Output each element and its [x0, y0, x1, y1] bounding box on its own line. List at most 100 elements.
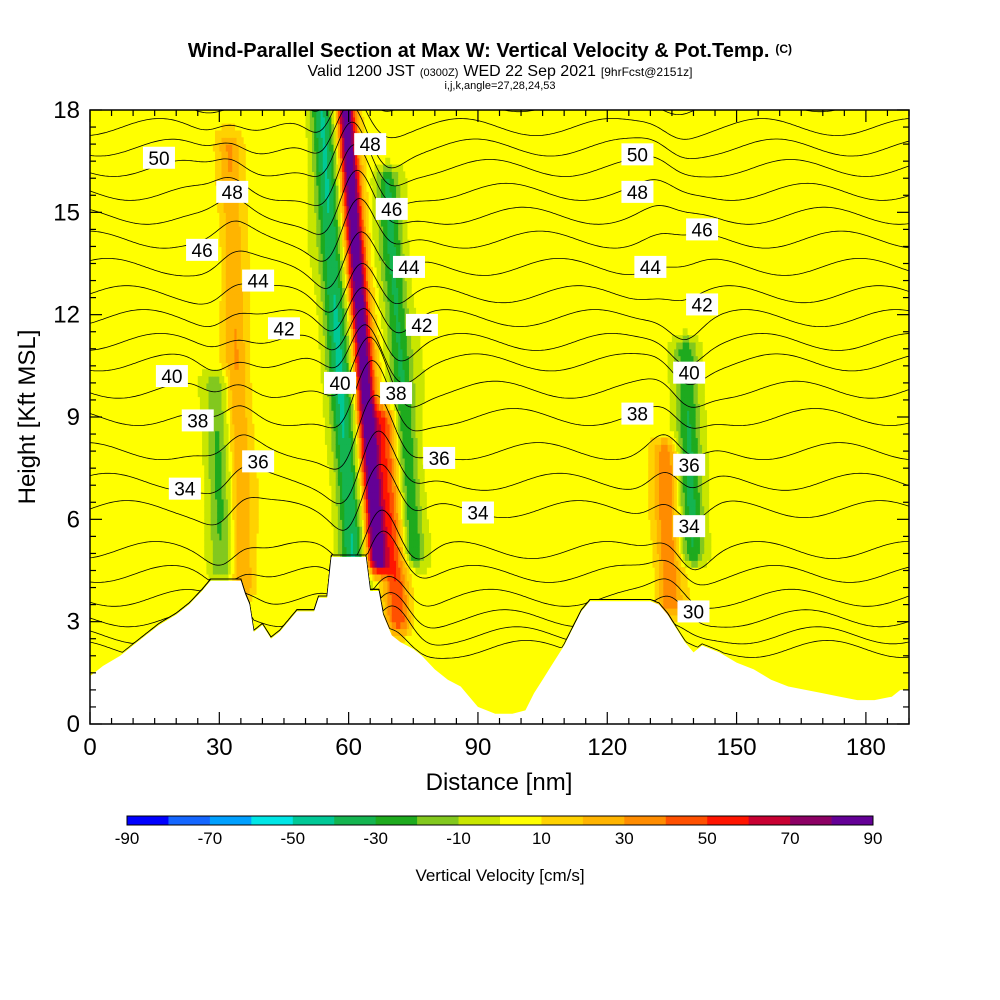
velocity-cell [318, 314, 322, 323]
velocity-cell [671, 341, 675, 350]
velocity-cell [408, 294, 412, 302]
velocity-cell [363, 178, 367, 186]
velocity-cell [650, 464, 654, 473]
velocity-cell [352, 185, 356, 193]
velocity-cell [337, 532, 341, 541]
velocity-cell [380, 567, 384, 575]
velocity-cell [654, 464, 658, 473]
velocity-cell [658, 478, 662, 486]
velocity-cell [361, 362, 365, 370]
velocity-cell [656, 580, 660, 589]
velocity-cell [702, 396, 705, 404]
velocity-cell [335, 164, 339, 172]
velocity-cell [350, 150, 354, 159]
velocity-cell [208, 485, 212, 493]
velocity-cell [221, 485, 225, 493]
velocity-cell [344, 219, 348, 227]
velocity-cell [217, 430, 220, 439]
velocity-cell [393, 567, 397, 575]
velocity-cell [340, 198, 343, 207]
velocity-cell [402, 498, 406, 507]
velocity-cell [674, 546, 677, 555]
velocity-cell [255, 485, 259, 493]
velocity-cell [680, 546, 684, 555]
velocity-cell [333, 246, 337, 254]
velocity-cell [320, 335, 324, 343]
velocity-cell [704, 437, 708, 445]
velocity-cell [376, 335, 380, 343]
velocity-cell [320, 307, 324, 316]
velocity-cell [398, 417, 401, 425]
velocity-cell [344, 451, 348, 459]
velocity-cell [406, 444, 410, 452]
velocity-cell [372, 185, 376, 193]
velocity-cell [398, 362, 401, 370]
velocity-cell [238, 150, 242, 159]
velocity-cell [331, 498, 335, 507]
velocity-cell [335, 232, 339, 241]
velocity-cell [333, 150, 337, 159]
velocity-cell [393, 185, 397, 193]
velocity-cell [359, 532, 363, 541]
velocity-cell [342, 287, 345, 295]
velocity-cell [391, 526, 395, 534]
velocity-cell [404, 628, 408, 636]
velocity-cell [314, 164, 317, 172]
velocity-cell [314, 116, 317, 125]
velocity-cell [697, 444, 701, 452]
velocity-cell [372, 485, 376, 493]
velocity-cell [227, 362, 231, 370]
velocity-cell [687, 546, 690, 555]
velocity-cell [221, 239, 225, 248]
velocity-cell [368, 273, 371, 282]
velocity-cell [333, 301, 337, 309]
velocity-cell [400, 601, 404, 609]
velocity-cell [391, 185, 395, 193]
velocity-cell [234, 498, 238, 507]
velocity-cell [206, 478, 210, 486]
velocity-cell [340, 321, 343, 329]
velocity-cell [368, 498, 371, 507]
velocity-cell [247, 396, 251, 404]
velocity-cell [217, 532, 220, 541]
velocity-cell [387, 410, 391, 418]
velocity-cell [342, 437, 345, 445]
velocity-cell [363, 498, 367, 507]
velocity-cell [217, 498, 220, 507]
velocity-cell [374, 178, 378, 186]
velocity-cell [413, 423, 417, 432]
velocity-cell [370, 178, 373, 186]
velocity-cell [408, 532, 412, 541]
velocity-cell [404, 519, 408, 527]
velocity-cell [221, 314, 225, 323]
velocity-cell [396, 464, 399, 473]
velocity-cell [335, 539, 339, 548]
velocity-cell [227, 130, 231, 138]
velocity-cell [346, 178, 350, 186]
velocity-cell [674, 341, 677, 350]
velocity-cell [697, 553, 701, 561]
velocity-cell [374, 492, 378, 500]
velocity-cell [344, 512, 348, 520]
velocity-cell [340, 341, 343, 350]
velocity-cell [365, 205, 369, 213]
velocity-cell [365, 519, 369, 527]
velocity-cell [365, 546, 369, 555]
velocity-cell [697, 492, 701, 500]
velocity-cell [656, 553, 660, 561]
velocity-cell [413, 362, 417, 370]
velocity-cell [697, 410, 701, 418]
velocity-cell [404, 532, 408, 541]
velocity-cell [318, 280, 322, 288]
velocity-cell [385, 314, 389, 323]
velocity-cell [359, 546, 363, 555]
velocity-cell [210, 403, 214, 411]
velocity-cell [352, 471, 356, 479]
velocity-cell [251, 519, 255, 527]
velocity-cell [348, 355, 352, 364]
velocity-cell [329, 355, 332, 364]
velocity-cell [357, 287, 361, 295]
velocity-cell [398, 185, 401, 193]
velocity-cell [350, 307, 354, 316]
velocity-cell [206, 403, 210, 411]
